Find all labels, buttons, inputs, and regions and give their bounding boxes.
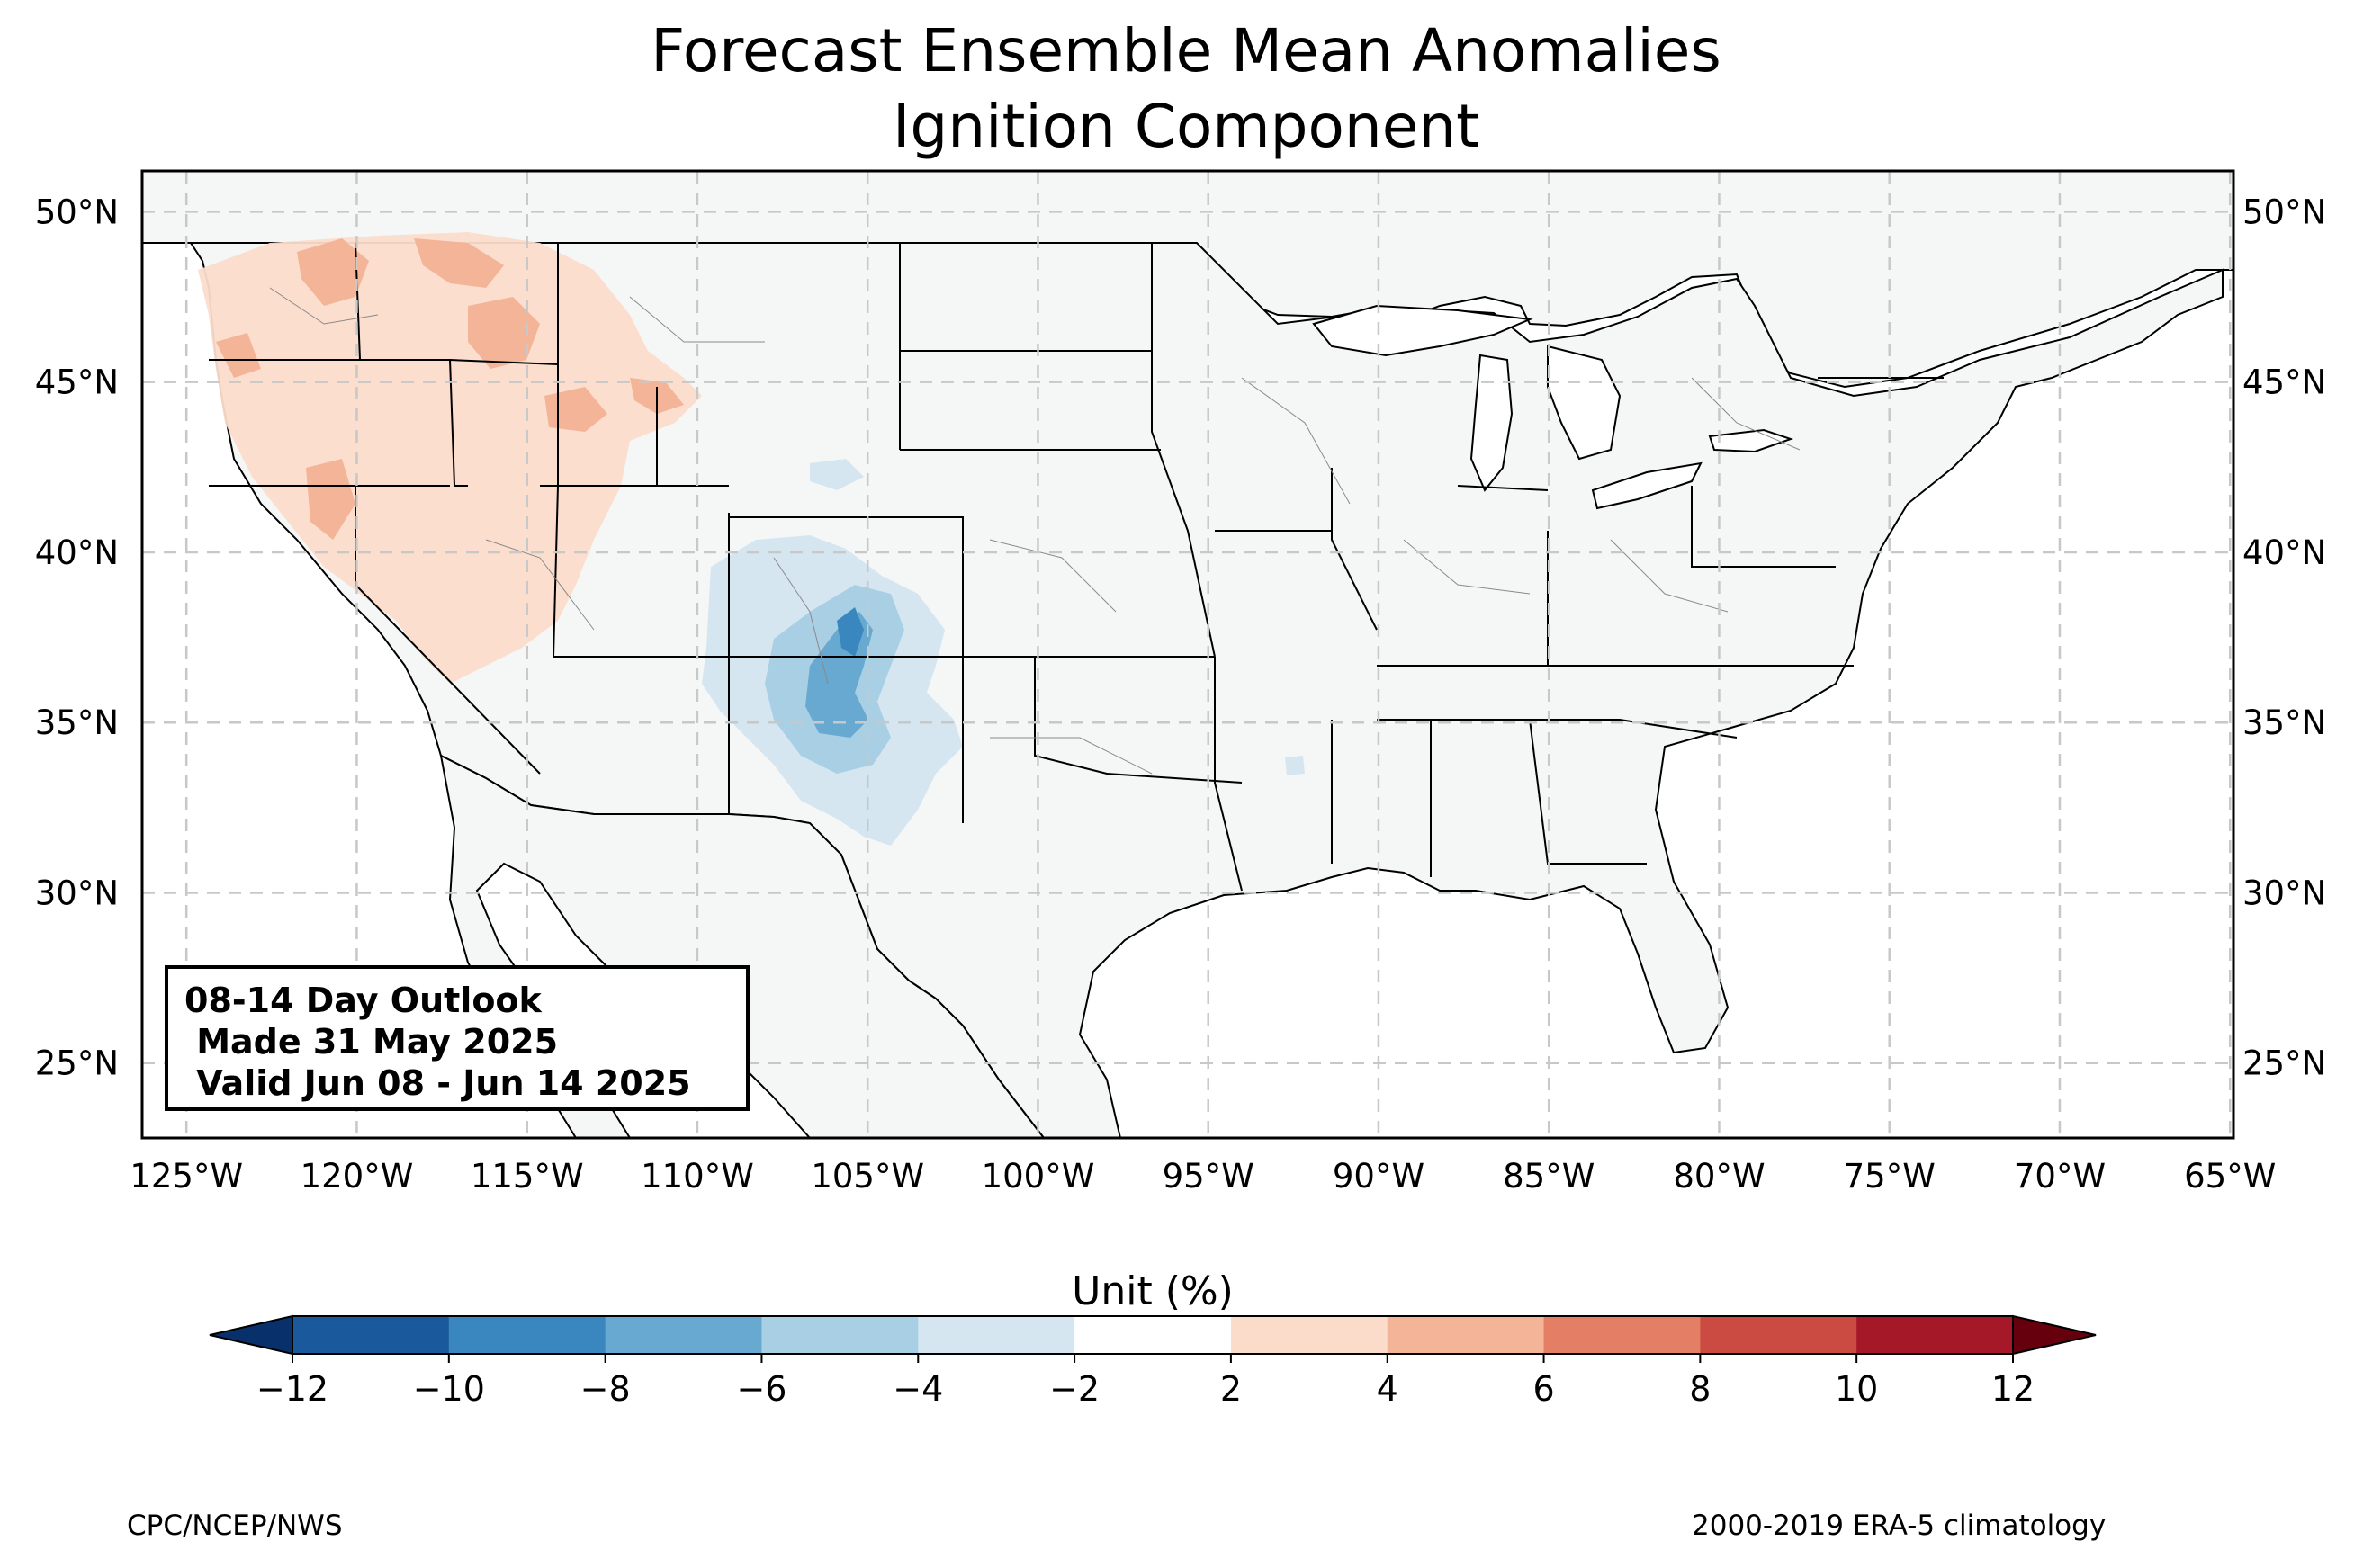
colorbar-tick-label: −12 — [256, 1369, 328, 1409]
longitude-labels: 125°W 120°W 115°W 110°W 105°W 100°W 95°W 90°W 85… — [130, 1157, 2276, 1196]
lon-tick-label: 80°W — [1673, 1157, 1765, 1196]
lat-tick-label-right: 40°N — [2242, 533, 2326, 572]
climate-division-lines — [269, 287, 1801, 775]
colorbar-segment — [1230, 1316, 1388, 1354]
colorbar-tick-label: 8 — [1689, 1369, 1711, 1409]
lon-tick-label: 85°W — [1503, 1157, 1595, 1196]
map-frame — [140, 169, 2235, 1140]
lat-tick-label-left: 50°N — [35, 193, 119, 231]
colorbar-tick-label: −6 — [736, 1369, 786, 1409]
colorbar-label: Unit (%) — [1072, 1268, 1234, 1314]
anomaly-positive-core-4 — [544, 387, 607, 432]
colorbar-segment — [1074, 1316, 1232, 1354]
lon-tick-label: 95°W — [1163, 1157, 1254, 1196]
lat-tick-label-left: 35°N — [35, 703, 119, 742]
colorbar-segment — [1856, 1316, 2014, 1354]
lon-tick-label: 120°W — [301, 1157, 414, 1196]
outlook-valid-range: Valid Jun 08 - Jun 14 2025 — [184, 1063, 691, 1103]
lake-huron — [1547, 345, 1622, 461]
chart-title: Forecast Ensemble Mean Anomalies — [651, 16, 1721, 85]
colorbar-segment — [1543, 1316, 1701, 1354]
anomaly-negative-max — [837, 607, 864, 657]
colorbar-tick-label: −8 — [580, 1369, 631, 1409]
colorbar-extend-low — [209, 1314, 293, 1356]
outlook-info-box: 08-14 Day Outlook Made 31 May 2025 Valid… — [165, 965, 750, 1111]
colorbar-tick-label: 12 — [1991, 1369, 2035, 1409]
colorbar-tick-label: 4 — [1377, 1369, 1398, 1409]
anomaly-positive-core-6 — [216, 333, 261, 378]
chart-subtitle: Ignition Component — [892, 92, 1480, 161]
lat-tick-label-right: 50°N — [2242, 193, 2326, 231]
latitude-labels: 50°N 50°N 45°N 45°N 40°N 40°N 35°N 35°N 30°N 30°N… — [35, 193, 2327, 1082]
colorbar-segment — [448, 1316, 606, 1354]
colorbar: −12 −10 −8 −6 −4 −2 2 4 6 8 10 12 — [209, 1314, 2097, 1409]
lon-tick-label: 90°W — [1333, 1157, 1424, 1196]
lat-tick-label-right: 25°N — [2242, 1044, 2326, 1083]
lat-tick-label-left: 40°N — [35, 533, 119, 572]
colorbar-segment — [1387, 1316, 1545, 1354]
anomaly-negative-north — [810, 459, 864, 490]
lon-tick-label: 100°W — [982, 1157, 1095, 1196]
state-borders — [209, 242, 1944, 892]
lake-ontario — [1708, 428, 1794, 453]
lat-tick-label-left: 30°N — [35, 874, 119, 912]
colorbar-segment — [605, 1316, 762, 1354]
colorbar-tick-label: 2 — [1220, 1369, 1242, 1409]
colorbar-tick-label: −2 — [1049, 1369, 1100, 1409]
outlook-period: 08-14 Day Outlook — [184, 981, 542, 1020]
lon-tick-label: 70°W — [2014, 1157, 2106, 1196]
lon-tick-label: 65°W — [2184, 1157, 2276, 1196]
colorbar-segment — [918, 1316, 1075, 1354]
colorbar-tick-label: 6 — [1532, 1369, 1554, 1409]
canada-landmass — [142, 171, 2233, 389]
lat-tick-label-left: 45°N — [35, 363, 119, 402]
lat-tick-label-right: 45°N — [2242, 363, 2326, 402]
anomaly-positive-core-1 — [297, 238, 369, 306]
colorbar-segment — [1700, 1316, 1857, 1354]
colorbar-segment — [292, 1316, 450, 1354]
lake-erie — [1591, 461, 1703, 510]
lake-superior — [1312, 304, 1533, 357]
anomaly-positive-core-3 — [468, 297, 540, 369]
anomaly-positive-broad — [198, 232, 702, 684]
anomaly-positive-core-5 — [306, 459, 355, 540]
colorbar-tick-label: −10 — [413, 1369, 485, 1409]
lon-tick-label: 110°W — [641, 1157, 754, 1196]
lon-tick-label: 125°W — [130, 1157, 243, 1196]
lat-tick-label-right: 35°N — [2242, 703, 2326, 742]
colorbar-tick-label: 10 — [1835, 1369, 1878, 1409]
anomaly-positive-core-2 — [414, 238, 504, 288]
lat-tick-label-right: 30°N — [2242, 874, 2326, 912]
lake-michigan — [1469, 354, 1514, 492]
anomaly-negative-small — [1285, 756, 1305, 775]
lon-tick-label: 75°W — [1844, 1157, 1936, 1196]
lon-tick-label: 115°W — [471, 1157, 584, 1196]
lat-tick-label-left: 25°N — [35, 1044, 119, 1083]
colorbar-segment — [761, 1316, 919, 1354]
lon-tick-label: 105°W — [811, 1157, 924, 1196]
colorbar-tick-label: −4 — [893, 1369, 943, 1409]
footer-source: CPC/NCEP/NWS — [127, 1510, 343, 1542]
colorbar-extend-high — [2012, 1314, 2097, 1356]
colorbar-outline — [292, 1315, 2014, 1355]
footer-climatology: 2000-2019 ERA-5 climatology — [1692, 1510, 2107, 1542]
outlook-made-date: Made 31 May 2025 — [184, 1022, 559, 1062]
